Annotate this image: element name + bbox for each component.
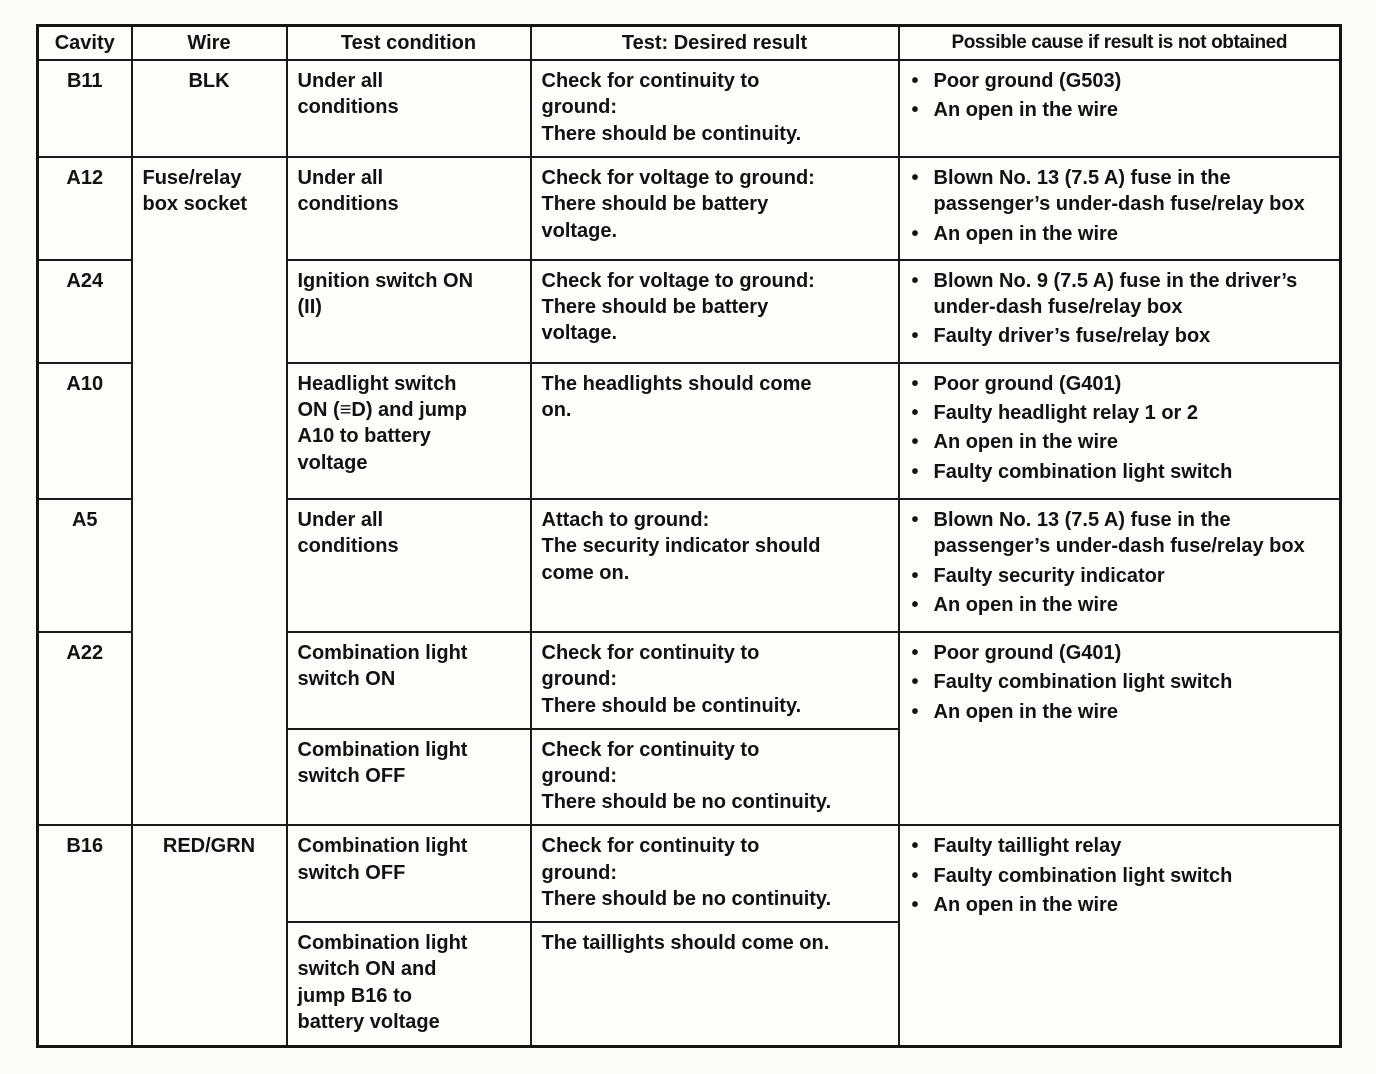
cause-item: An open in the wire — [910, 97, 1330, 124]
table-row-a10: A10 Headlight switch ON (≡D) and jump A1… — [36, 361, 1342, 500]
header-cavity: Cavity — [36, 24, 133, 61]
cell-wire-b16: RED/GRN — [130, 824, 288, 1048]
cell-cavity-a10: A10 — [36, 361, 133, 500]
cell-wire-b11: BLK — [130, 59, 288, 158]
cell-condition-a24: Ignition switch ON (II) — [285, 258, 532, 364]
cell-result-a24: Check for voltage to ground: There shoul… — [529, 258, 900, 364]
cell-condition-a22-off: Combination light switch OFF — [285, 727, 532, 827]
cell-result-a10: The headlights should come on. — [529, 361, 900, 500]
cell-result-a5: Attach to ground: The security indicator… — [529, 497, 900, 633]
cell-causes-a12: Blown No. 13 (7.5 A) fuse in the passeng… — [897, 155, 1342, 261]
cell-cavity-a12: A12 — [36, 155, 133, 261]
cell-cavity-a24: A24 — [36, 258, 133, 364]
cell-cavity-b11: B11 — [36, 59, 133, 158]
table-row-b16-on: Combination light switch ON and jump B16… — [38, 921, 1341, 1048]
cause-item: Faulty combination light switch — [910, 669, 1330, 696]
header-test-condition: Test condition — [285, 24, 532, 61]
cause-item: Faulty driver’s fuse/relay box — [910, 323, 1330, 350]
cause-item: Poor ground (G503) — [910, 68, 1330, 95]
cell-result-b16-on: The taillights should come on. — [529, 921, 900, 1048]
cell-result-a22-off: Check for continuity to ground: There sh… — [529, 727, 900, 827]
table-row-a22-off: Combination light switch OFF Check for c… — [38, 727, 1341, 827]
cause-item: Blown No. 13 (7.5 A) fuse in the passeng… — [910, 507, 1330, 560]
cell-causes-b16: Faulty taillight relay Faulty combinatio… — [897, 824, 1342, 1048]
cell-cavity-b16: B16 — [36, 824, 133, 1048]
header-wire: Wire — [130, 24, 288, 61]
cell-condition-a22-on: Combination light switch ON — [285, 630, 532, 730]
cause-item: Faulty combination light switch — [910, 863, 1330, 890]
cause-item: Poor ground (G401) — [910, 371, 1330, 398]
cell-result-a22-on: Check for continuity to ground: There sh… — [529, 630, 900, 730]
header-possible-cause: Possible cause if result is not obtained — [897, 24, 1342, 61]
cell-condition-b16-on: Combination light switch ON and jump B16… — [285, 921, 532, 1048]
table-row-a24: A24 Ignition switch ON (II) Check for vo… — [36, 258, 1342, 364]
cell-result-b16-off: Check for continuity to ground: There sh… — [529, 824, 900, 924]
cause-item: Blown No. 9 (7.5 A) fuse in the driver’s… — [910, 268, 1330, 321]
cell-result-b11: Check for continuity to ground: There sh… — [529, 59, 900, 158]
cause-item: An open in the wire — [910, 699, 1330, 726]
table-row-b11: B11 BLK Under all conditions Check for c… — [36, 59, 1342, 158]
cause-item: An open in the wire — [910, 892, 1330, 919]
cause-item: Faulty combination light switch — [910, 459, 1330, 486]
cell-causes-b11: Poor ground (G503) An open in the wire — [897, 59, 1342, 158]
wiring-test-table: Cavity Wire Test condition Test: Desired… — [36, 24, 1342, 1048]
cell-causes-a5: Blown No. 13 (7.5 A) fuse in the passeng… — [897, 497, 1342, 633]
cell-condition-b11: Under all conditions — [285, 59, 532, 158]
table-row-a22-on: A22 Combination light switch ON Check fo… — [36, 630, 1342, 827]
cell-cavity-a22: A22 — [36, 630, 133, 827]
cause-item: Faulty security indicator — [910, 563, 1330, 590]
cause-item: Faulty headlight relay 1 or 2 — [910, 400, 1330, 427]
table-row-a5: A5 Under all conditions Attach to ground… — [36, 497, 1342, 633]
cell-condition-a10: Headlight switch ON (≡D) and jump A10 to… — [285, 361, 532, 500]
header-row: Cavity Wire Test condition Test: Desired… — [36, 24, 1342, 61]
header-desired-result: Test: Desired result — [529, 24, 900, 61]
cause-item: An open in the wire — [910, 221, 1330, 248]
cell-causes-a10: Poor ground (G401) Faulty headlight rela… — [897, 361, 1342, 500]
cause-item: Poor ground (G401) — [910, 640, 1330, 667]
cell-result-a12: Check for voltage to ground: There shoul… — [529, 155, 900, 261]
table-row-a12: A12 Fuse/relay box socket Under all cond… — [36, 155, 1342, 827]
cell-condition-a5: Under all conditions — [285, 497, 532, 633]
cell-causes-a22: Poor ground (G401) Faulty combination li… — [897, 630, 1342, 827]
cause-item: An open in the wire — [910, 429, 1330, 456]
cause-item: An open in the wire — [910, 592, 1330, 619]
cause-item: Faulty taillight relay — [910, 833, 1330, 860]
cell-condition-b16-off: Combination light switch OFF — [285, 824, 532, 924]
cause-item: Blown No. 13 (7.5 A) fuse in the passeng… — [910, 165, 1330, 218]
cell-causes-a24: Blown No. 9 (7.5 A) fuse in the driver’s… — [897, 258, 1342, 364]
cell-condition-a12: Under all conditions — [285, 155, 532, 261]
cell-wire-fuse-relay: Fuse/relay box socket — [130, 155, 288, 827]
cell-cavity-a5: A5 — [36, 497, 133, 633]
table-row-b16-off: B16 RED/GRN Combination light switch OFF… — [36, 824, 1342, 1048]
